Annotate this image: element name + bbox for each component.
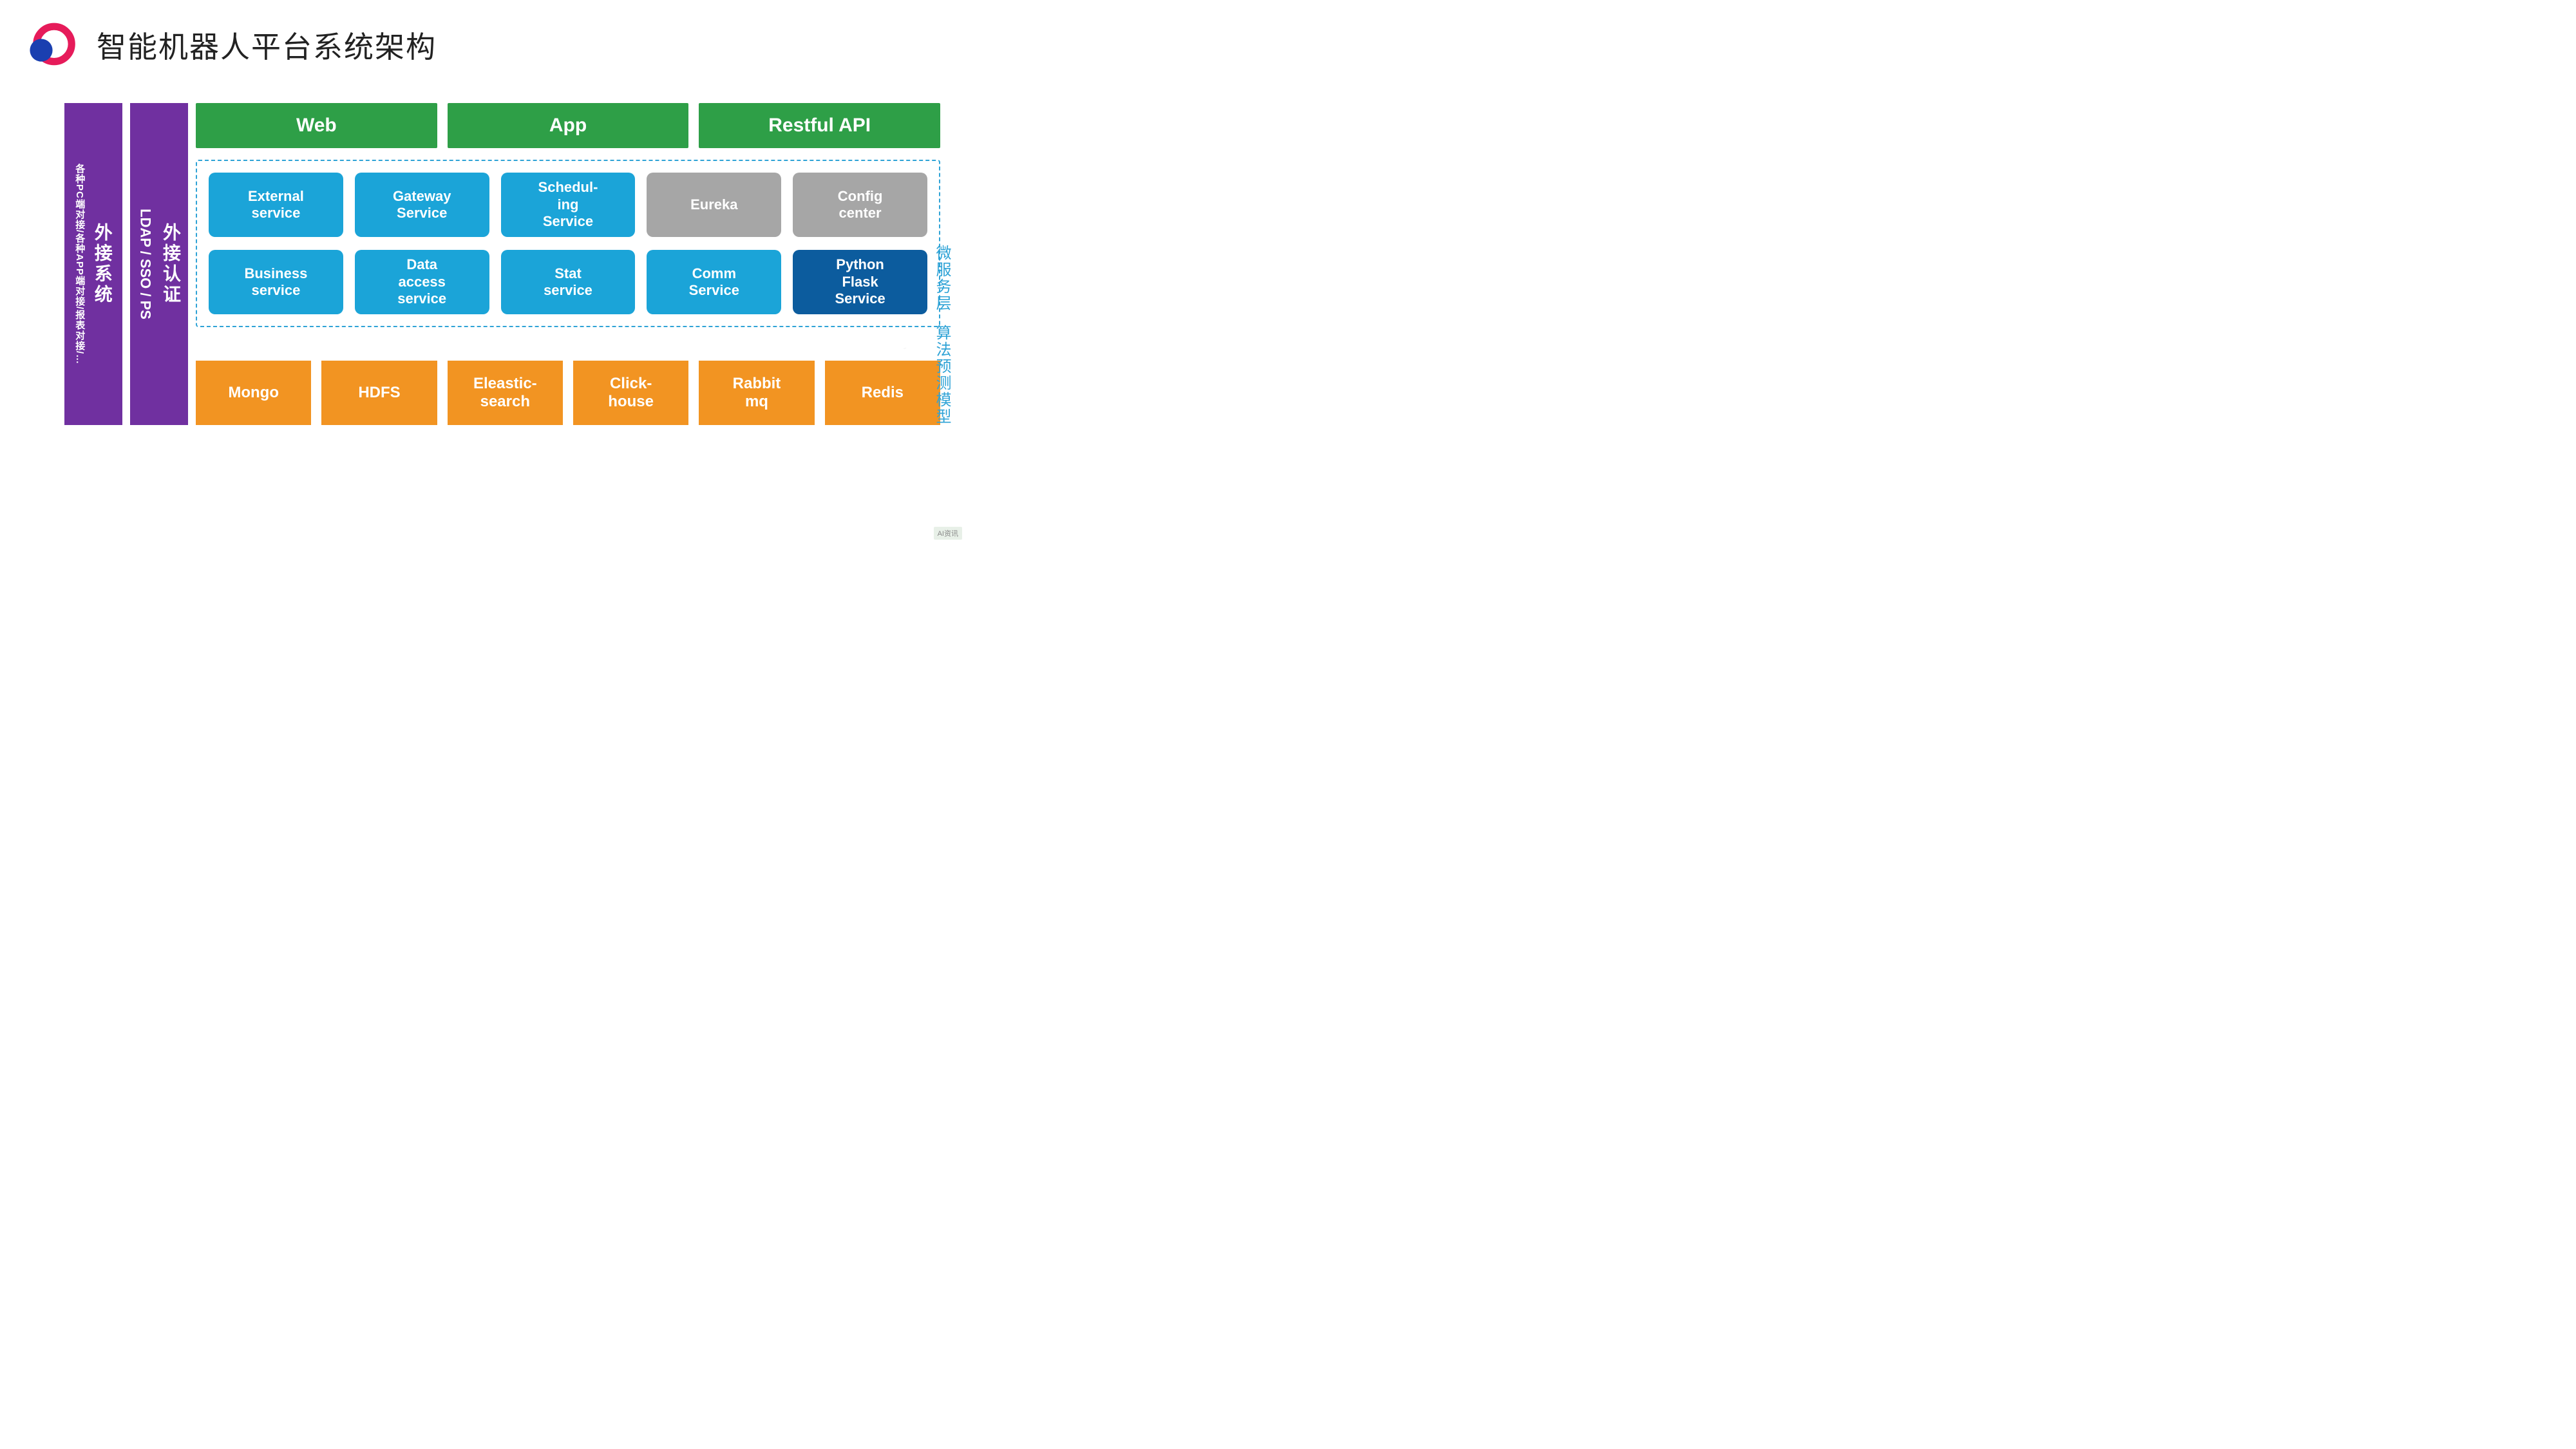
page-title: 智能机器人平台系统架构 [97,24,437,66]
main-column: Web App Restful API External serviceGate… [196,103,940,425]
storage-box: Click- house [573,361,688,425]
storage-box: Mongo [196,361,311,425]
storage-box: HDFS [321,361,437,425]
external-auth-sub: LDAP / SSO / PS [137,209,153,319]
storage-box: Redis [825,361,940,425]
external-system-main: 外接系统 [91,223,113,305]
service-box: Data access service [355,250,489,314]
service-row-1: External serviceGateway ServiceSchedul- … [209,173,927,237]
web-box: Web [196,103,437,148]
top-row: Web App Restful API [196,103,940,148]
service-box: External service [209,173,343,237]
external-system-sub: 各种PC端对接/各种APP端对接/报表对接/… [73,164,85,365]
storage-row: MongoHDFSEleastic- searchClick- houseRab… [196,361,940,425]
service-box: Schedul- ing Service [501,173,636,237]
storage-box: Rabbit mq [699,361,814,425]
restful-api-box: Restful API [699,103,940,148]
architecture-diagram: 各种PC端对接/各种APP端对接/报表对接/… 外接系统 LDAP / SSO … [0,84,966,444]
service-box: Stat service [501,250,636,314]
external-system-column: 各种PC端对接/各种APP端对接/报表对接/… 外接系统 [64,103,122,425]
right-labels: 微服务层 算法预测模型 [931,245,953,425]
microservice-layer: External serviceGateway ServiceSchedul- … [196,160,940,327]
app-box: App [448,103,689,148]
service-box: Config center [793,173,927,237]
left-columns: 各种PC端对接/各种APP端对接/报表对接/… 外接系统 LDAP / SSO … [64,103,188,425]
header: 智能机器人平台系统架构 [0,0,966,84]
service-box: Python Flask Service [793,250,927,314]
arrow-icon [882,348,927,349]
watermark: AI资讯 [934,527,962,540]
microservice-label: 微服务层 [931,245,953,312]
storage-box: Eleastic- search [448,361,563,425]
service-row-2: Business serviceData access serviceStat … [209,250,927,314]
service-box: Gateway Service [355,173,489,237]
service-box: Comm Service [647,250,781,314]
algorithm-label: 算法预测模型 [931,325,953,425]
service-box: Eureka [647,173,781,237]
external-auth-column: LDAP / SSO / PS 外接认证 [130,103,188,425]
external-auth-main: 外接认证 [160,223,182,305]
logo-icon [26,19,77,71]
service-box: Business service [209,250,343,314]
